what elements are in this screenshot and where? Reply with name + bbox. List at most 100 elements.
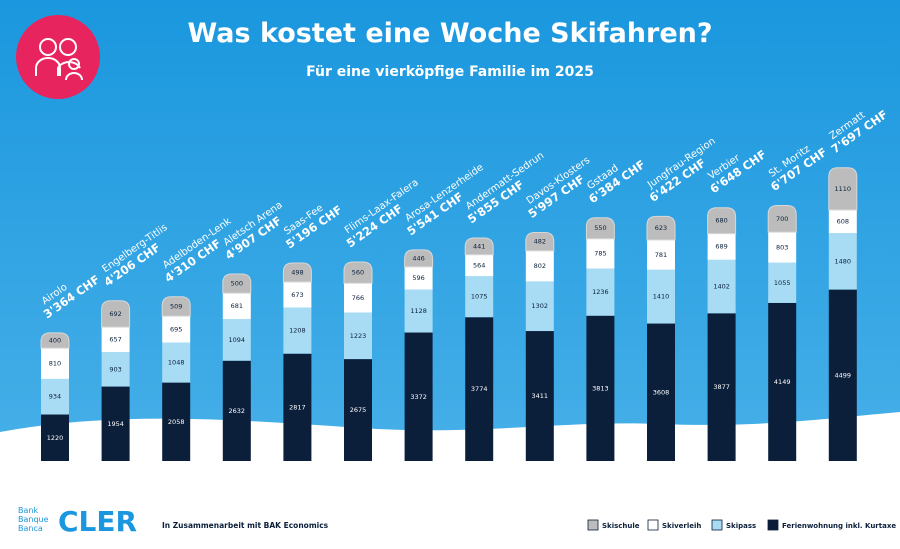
bar-segment	[525, 232, 555, 252]
brand-line: Banca	[18, 524, 43, 533]
bar-segment	[525, 281, 554, 332]
bar-segment	[41, 348, 69, 379]
bar-segment	[40, 332, 70, 349]
segment-label: 1410	[653, 293, 670, 301]
bar-segment	[282, 262, 312, 283]
bar-segment	[707, 259, 736, 314]
segment-label: 2817	[289, 403, 306, 411]
segment-label: 2675	[350, 406, 367, 414]
segment-label: 608	[837, 218, 849, 226]
segment-label: 1128	[410, 307, 427, 315]
bar-segment	[222, 360, 251, 461]
segment-label: 3608	[653, 388, 670, 396]
segment-label: 560	[352, 269, 364, 277]
bar-segment	[283, 282, 312, 308]
chart-title: Was kostet eine Woche Skifahren?	[187, 18, 712, 49]
segment-label: 785	[594, 250, 606, 258]
segment-label: 441	[473, 242, 485, 250]
bar-segment	[767, 204, 797, 233]
brand-name: CLER	[58, 505, 137, 538]
bar-segment	[465, 254, 494, 277]
bar-segment	[647, 240, 675, 270]
bar-segment	[222, 293, 251, 320]
segment-label: 781	[655, 251, 667, 259]
segment-label: 500	[231, 280, 243, 288]
bar-segment	[404, 249, 434, 268]
segment-label: 1223	[350, 332, 367, 340]
legend-swatch	[647, 519, 659, 531]
segment-label: 1110	[835, 185, 852, 193]
chart-subtitle: Für eine vierköpfige Familie im 2025	[306, 64, 594, 80]
family-icon	[16, 15, 100, 99]
bar-segment	[343, 261, 373, 284]
segment-label: 673	[291, 291, 303, 299]
brand: Bank Banque Banca CLER	[18, 505, 137, 538]
credit: In Zusammenarbeit mit BAK Economics	[162, 521, 329, 530]
bar-segment	[161, 296, 191, 317]
segment-label: 3774	[471, 385, 488, 393]
bar-segment	[647, 269, 675, 324]
bar-segment	[585, 217, 615, 240]
bar-segment	[404, 266, 433, 290]
brand-line: Banque	[18, 515, 49, 524]
segment-label: 3813	[592, 384, 609, 392]
segment-label: 695	[170, 325, 182, 333]
bar-segment	[586, 315, 615, 461]
bar-segment	[101, 352, 130, 387]
bar-segment	[101, 300, 131, 328]
segment-label: 509	[170, 302, 182, 310]
segment-label: 934	[49, 393, 61, 401]
brand-line: Bank	[18, 506, 38, 515]
segment-label: 692	[109, 310, 121, 318]
legend-swatch	[711, 519, 723, 531]
segment-label: 596	[412, 274, 424, 282]
bar-segment	[646, 215, 676, 241]
segment-label: 564	[473, 262, 485, 270]
bar-segment	[768, 232, 797, 263]
bar-segment	[525, 331, 554, 461]
bar-segment	[828, 233, 857, 290]
segment-label: 1208	[289, 327, 306, 335]
bar-segment	[283, 307, 312, 354]
bar-segment	[344, 283, 372, 313]
bar-segment	[101, 327, 130, 353]
bar-segment	[344, 312, 372, 360]
segment-label: 1954	[107, 420, 124, 428]
bar-segment	[828, 210, 857, 234]
segment-label: 1402	[713, 283, 730, 291]
segment-label: 482	[534, 238, 546, 246]
segment-label: 1302	[532, 302, 549, 310]
legend-label: Skiverleih	[662, 522, 701, 530]
legend-label: Skipass	[726, 522, 756, 530]
bar-segment	[162, 382, 191, 461]
bar-segment	[768, 302, 797, 461]
bar-segment	[647, 323, 675, 461]
segment-label: 903	[109, 365, 121, 373]
bar-segment	[344, 359, 372, 461]
segment-label: 1055	[774, 279, 791, 287]
bar-segment	[464, 237, 494, 256]
segment-label: 2058	[168, 418, 185, 426]
segment-label: 1480	[835, 257, 852, 265]
segment-label: 623	[655, 224, 667, 232]
segment-label: 680	[715, 217, 727, 225]
bar-segment	[707, 207, 737, 235]
bar-segment	[404, 289, 433, 333]
segment-label: 4149	[774, 378, 791, 386]
segment-label: 700	[776, 215, 788, 223]
segment-label: 446	[412, 254, 424, 262]
bar-segment	[283, 353, 312, 461]
segment-label: 3411	[532, 392, 549, 400]
bar-segment	[404, 332, 433, 461]
segment-label: 810	[49, 360, 61, 368]
segment-label: 400	[49, 336, 61, 344]
legend-label: Skischule	[602, 522, 640, 530]
segment-label: 657	[109, 336, 121, 344]
bar-segment	[222, 273, 252, 294]
legend-swatch	[767, 519, 779, 531]
segment-label: 1094	[229, 336, 246, 344]
segment-label: 802	[534, 262, 546, 270]
bar-segment	[101, 386, 130, 461]
bar-segment	[828, 167, 858, 211]
